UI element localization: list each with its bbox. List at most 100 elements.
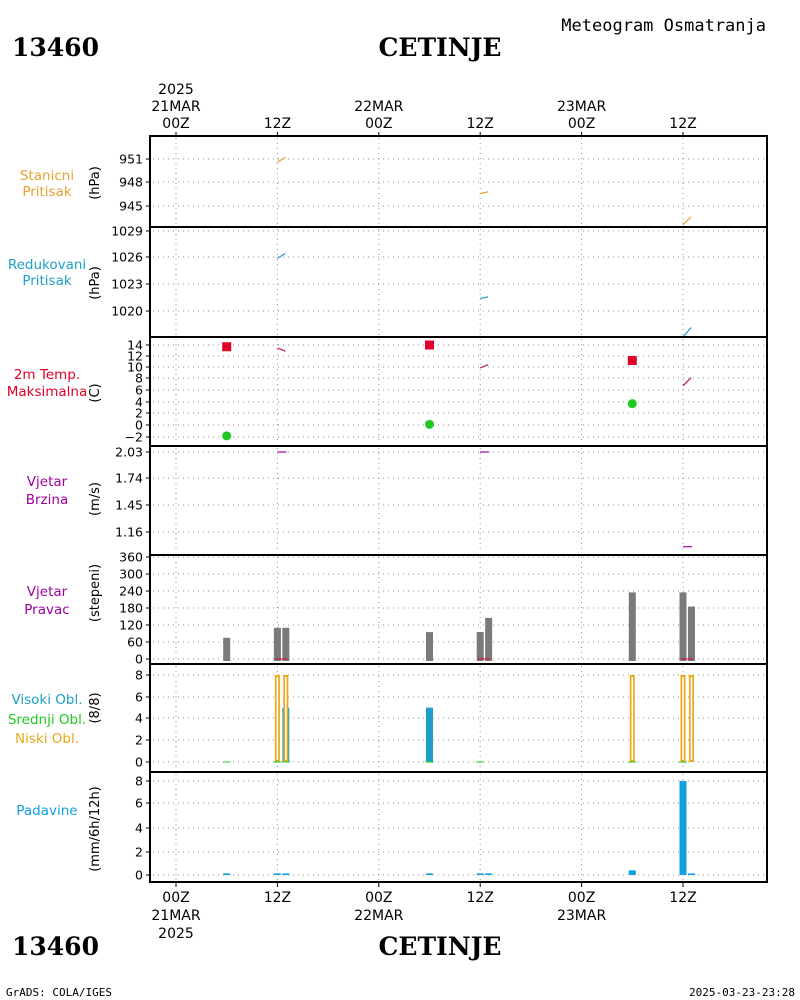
y-tick-label: 0 bbox=[135, 868, 143, 883]
precip-bar bbox=[687, 873, 695, 875]
precip-bar bbox=[485, 873, 493, 875]
bottom-time-label: 12Z bbox=[669, 890, 696, 906]
y-tick-label: 2 bbox=[135, 845, 143, 860]
wind-direction-bar bbox=[273, 627, 281, 661]
observation-mark bbox=[479, 364, 489, 369]
panel-frame bbox=[149, 336, 768, 447]
panel-label-line: Padavine bbox=[16, 803, 77, 819]
y-tick-label: 951 bbox=[119, 152, 143, 167]
y-tick-label: 180 bbox=[119, 601, 143, 616]
bottom-time-label: 12Z bbox=[466, 890, 493, 906]
tmin-marker bbox=[222, 431, 232, 441]
wind-direction-bar bbox=[485, 617, 493, 661]
panel-frame bbox=[149, 771, 768, 883]
tmin-marker bbox=[627, 399, 637, 409]
panel-label-line: Pravac bbox=[24, 602, 69, 618]
top-day-label: 23MAR bbox=[557, 99, 606, 115]
panel-frame bbox=[149, 554, 768, 665]
meteogram-subtitle: Meteogram Osmatranja bbox=[561, 16, 766, 36]
wind-direction-bar bbox=[282, 627, 290, 661]
y-tick-label: 8 bbox=[135, 774, 143, 789]
tmax-marker bbox=[222, 342, 232, 352]
y-tick-label: 300 bbox=[119, 567, 143, 582]
panel-frame bbox=[149, 445, 768, 556]
y-tick-label: 6 bbox=[135, 796, 143, 811]
observation-mark bbox=[480, 296, 489, 300]
unit-label: (mm/6h/12h) bbox=[88, 786, 103, 872]
niski-cloud-gap bbox=[631, 677, 634, 760]
panel-oblacnost: 8 6 4 2 0 (8/8) Visoki Obl. Srednji Obl. Niski O… bbox=[8, 663, 768, 773]
unit-label: (C) bbox=[88, 383, 103, 402]
wind-direction-bar bbox=[426, 632, 433, 661]
y-tick-label: 12 bbox=[127, 349, 143, 364]
panel-label-line: Srednji Obl. bbox=[8, 712, 86, 728]
panel-label-line: Niski Obl. bbox=[15, 731, 79, 747]
niski-cloud-gap bbox=[682, 677, 684, 760]
top-year-label: 2025 bbox=[158, 82, 194, 98]
bottom-time-axis: 00Z 12Z 00Z 12Z 00Z 12Z 21MAR 22MAR 23MAR 2025 bbox=[151, 882, 697, 942]
observation-mark bbox=[277, 252, 286, 259]
observation-mark bbox=[682, 327, 692, 338]
panel-vjetar_brzina: 2.03 1.74 1.45 1.16 (m/s) Vjetar Brzina bbox=[26, 445, 768, 556]
y-tick-label: 2 bbox=[135, 406, 143, 421]
panel-label-line: Brzina bbox=[26, 492, 68, 508]
panel-label-line: Redukovani bbox=[8, 257, 86, 273]
observation-mark bbox=[277, 156, 286, 163]
precip-bar bbox=[426, 873, 433, 875]
panel-padavine: 8 6 4 2 0 (mm/6h/12h) Padavine bbox=[16, 771, 768, 883]
precip-bar bbox=[476, 873, 484, 875]
observation-mark bbox=[277, 347, 286, 352]
station-name-bottom: CETINJE bbox=[379, 932, 502, 961]
panel-label-line: Vjetar bbox=[27, 584, 68, 600]
y-tick-label: −2 bbox=[125, 430, 143, 445]
unit-label: (hPa) bbox=[88, 266, 103, 300]
top-time-label: 12Z bbox=[669, 116, 696, 132]
station-name-top: CETINJE bbox=[379, 33, 502, 62]
niski-cloud-gap bbox=[690, 677, 693, 760]
bottom-year-label: 2025 bbox=[158, 926, 194, 942]
y-tick-label: 0 bbox=[135, 652, 143, 667]
plot-timestamp: 2025-03-23-23:28 bbox=[689, 986, 795, 999]
visoki-cloud-bar bbox=[426, 707, 433, 762]
panel-label-line: 2m Temp. bbox=[14, 367, 80, 383]
panels: 951948945(hPa)StanicniPritisak1029102610… bbox=[7, 0, 768, 883]
wind-direction-bar bbox=[679, 592, 687, 661]
precip-bar bbox=[679, 781, 687, 875]
bottom-day-label: 21MAR bbox=[151, 908, 200, 924]
precip-bar bbox=[273, 873, 281, 875]
wind-direction-bar bbox=[628, 592, 636, 661]
observation-mark bbox=[682, 377, 692, 387]
y-tick-label: 1020 bbox=[111, 304, 143, 319]
precip-bar bbox=[282, 873, 290, 875]
wind-direction-bar bbox=[223, 637, 231, 661]
y-tick-label: 945 bbox=[119, 199, 143, 214]
top-time-label: 00Z bbox=[162, 116, 189, 132]
y-tick-label: 120 bbox=[119, 618, 143, 633]
observation-mark bbox=[480, 191, 489, 195]
y-tick-label: 6 bbox=[135, 690, 143, 705]
station-id-bottom: 13460 bbox=[12, 932, 99, 961]
y-tick-label: 8 bbox=[135, 668, 143, 683]
top-time-label: 12Z bbox=[466, 116, 493, 132]
tmax-marker bbox=[627, 356, 637, 366]
y-tick-label: 1029 bbox=[111, 224, 143, 239]
top-time-axis: 00Z 12Z 00Z 12Z 00Z 12Z 21MAR 22MAR 23MAR 2025 bbox=[151, 82, 697, 136]
panel-label-line: Pritisak bbox=[22, 273, 72, 289]
tmin-marker bbox=[425, 419, 434, 429]
wind-direction-bar bbox=[687, 606, 695, 661]
y-tick-label: 0 bbox=[135, 755, 143, 770]
bottom-time-label: 12Z bbox=[264, 890, 291, 906]
panel-label-line: Pritisak bbox=[22, 184, 72, 200]
y-tick-label: 1023 bbox=[111, 277, 143, 292]
y-tick-label: 2 bbox=[135, 733, 143, 748]
y-tick-label: 240 bbox=[119, 584, 143, 599]
bottom-time-label: 00Z bbox=[162, 890, 189, 906]
tmax-marker bbox=[425, 340, 434, 350]
panel-vjetar_pravac: 360 300 240 180 120 60 0 (stepeni) Vjetar Pravac bbox=[24, 550, 768, 667]
y-tick-label: 948 bbox=[119, 175, 143, 190]
y-tick-label: 8 bbox=[135, 371, 143, 386]
y-tick-label: 10 bbox=[127, 360, 143, 375]
precip-bar bbox=[223, 873, 231, 875]
